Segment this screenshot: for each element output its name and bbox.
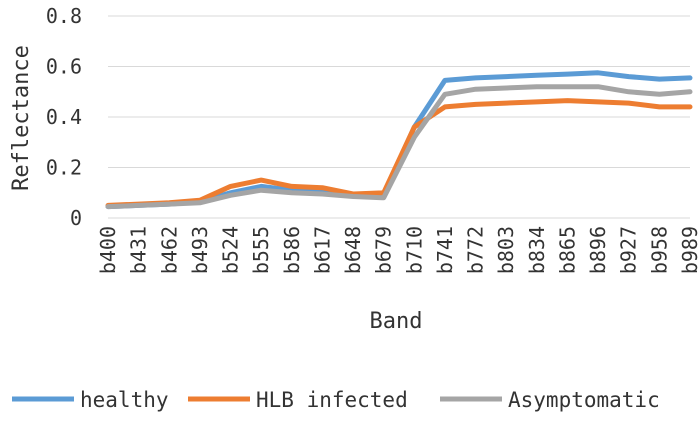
y-tick-label: 0 — [70, 206, 82, 230]
x-tick-label: b555 — [249, 226, 273, 274]
x-tick-label: b896 — [586, 226, 610, 274]
x-tick-label: b834 — [525, 226, 549, 274]
x-tick-label: b400 — [96, 226, 120, 274]
x-tick-label: b772 — [464, 226, 488, 274]
x-tick-label: b462 — [157, 226, 181, 274]
x-tick-label: b710 — [402, 226, 426, 274]
x-tick-label: b741 — [433, 226, 457, 274]
y-tick-label: 0.8 — [46, 4, 82, 28]
x-tick-label: b617 — [310, 226, 334, 274]
x-axis-ticks: b400 b431 b462 b493 b524 b555 b586 b617 b648 b679… — [96, 226, 700, 274]
x-tick-label: b493 — [188, 226, 212, 274]
x-tick-label: b803 — [494, 226, 518, 274]
y-tick-label: 0.6 — [46, 55, 82, 79]
x-tick-label: b586 — [280, 226, 304, 274]
y-axis-title: Reflectance — [9, 45, 34, 191]
x-tick-label: b648 — [341, 226, 365, 274]
series-line-2 — [105, 98, 693, 208]
x-tick-label: b927 — [617, 226, 641, 274]
series-line-3 — [105, 84, 693, 210]
x-axis-title: Band — [370, 309, 423, 334]
legend-label: healthy — [80, 388, 169, 412]
x-tick-label: b958 — [647, 226, 671, 274]
legend-label: Asymptomatic — [508, 388, 660, 412]
y-tick-label: 0.4 — [46, 105, 82, 129]
y-axis-ticks: 0 0.2 0.4 0.6 0.8 — [46, 4, 82, 230]
y-tick-label: 0.2 — [46, 156, 82, 180]
x-tick-label: b989 — [678, 226, 700, 274]
x-tick-label: b679 — [372, 226, 396, 274]
x-tick-label: b524 — [219, 226, 243, 274]
x-tick-label: b431 — [127, 226, 151, 274]
legend: healthy HLB infected Asymptomatic — [12, 388, 660, 412]
grid — [108, 15, 690, 219]
x-tick-label: b865 — [555, 226, 579, 274]
legend-label: HLB infected — [256, 388, 408, 412]
plot-area — [105, 70, 693, 210]
series-line-1 — [105, 70, 693, 210]
